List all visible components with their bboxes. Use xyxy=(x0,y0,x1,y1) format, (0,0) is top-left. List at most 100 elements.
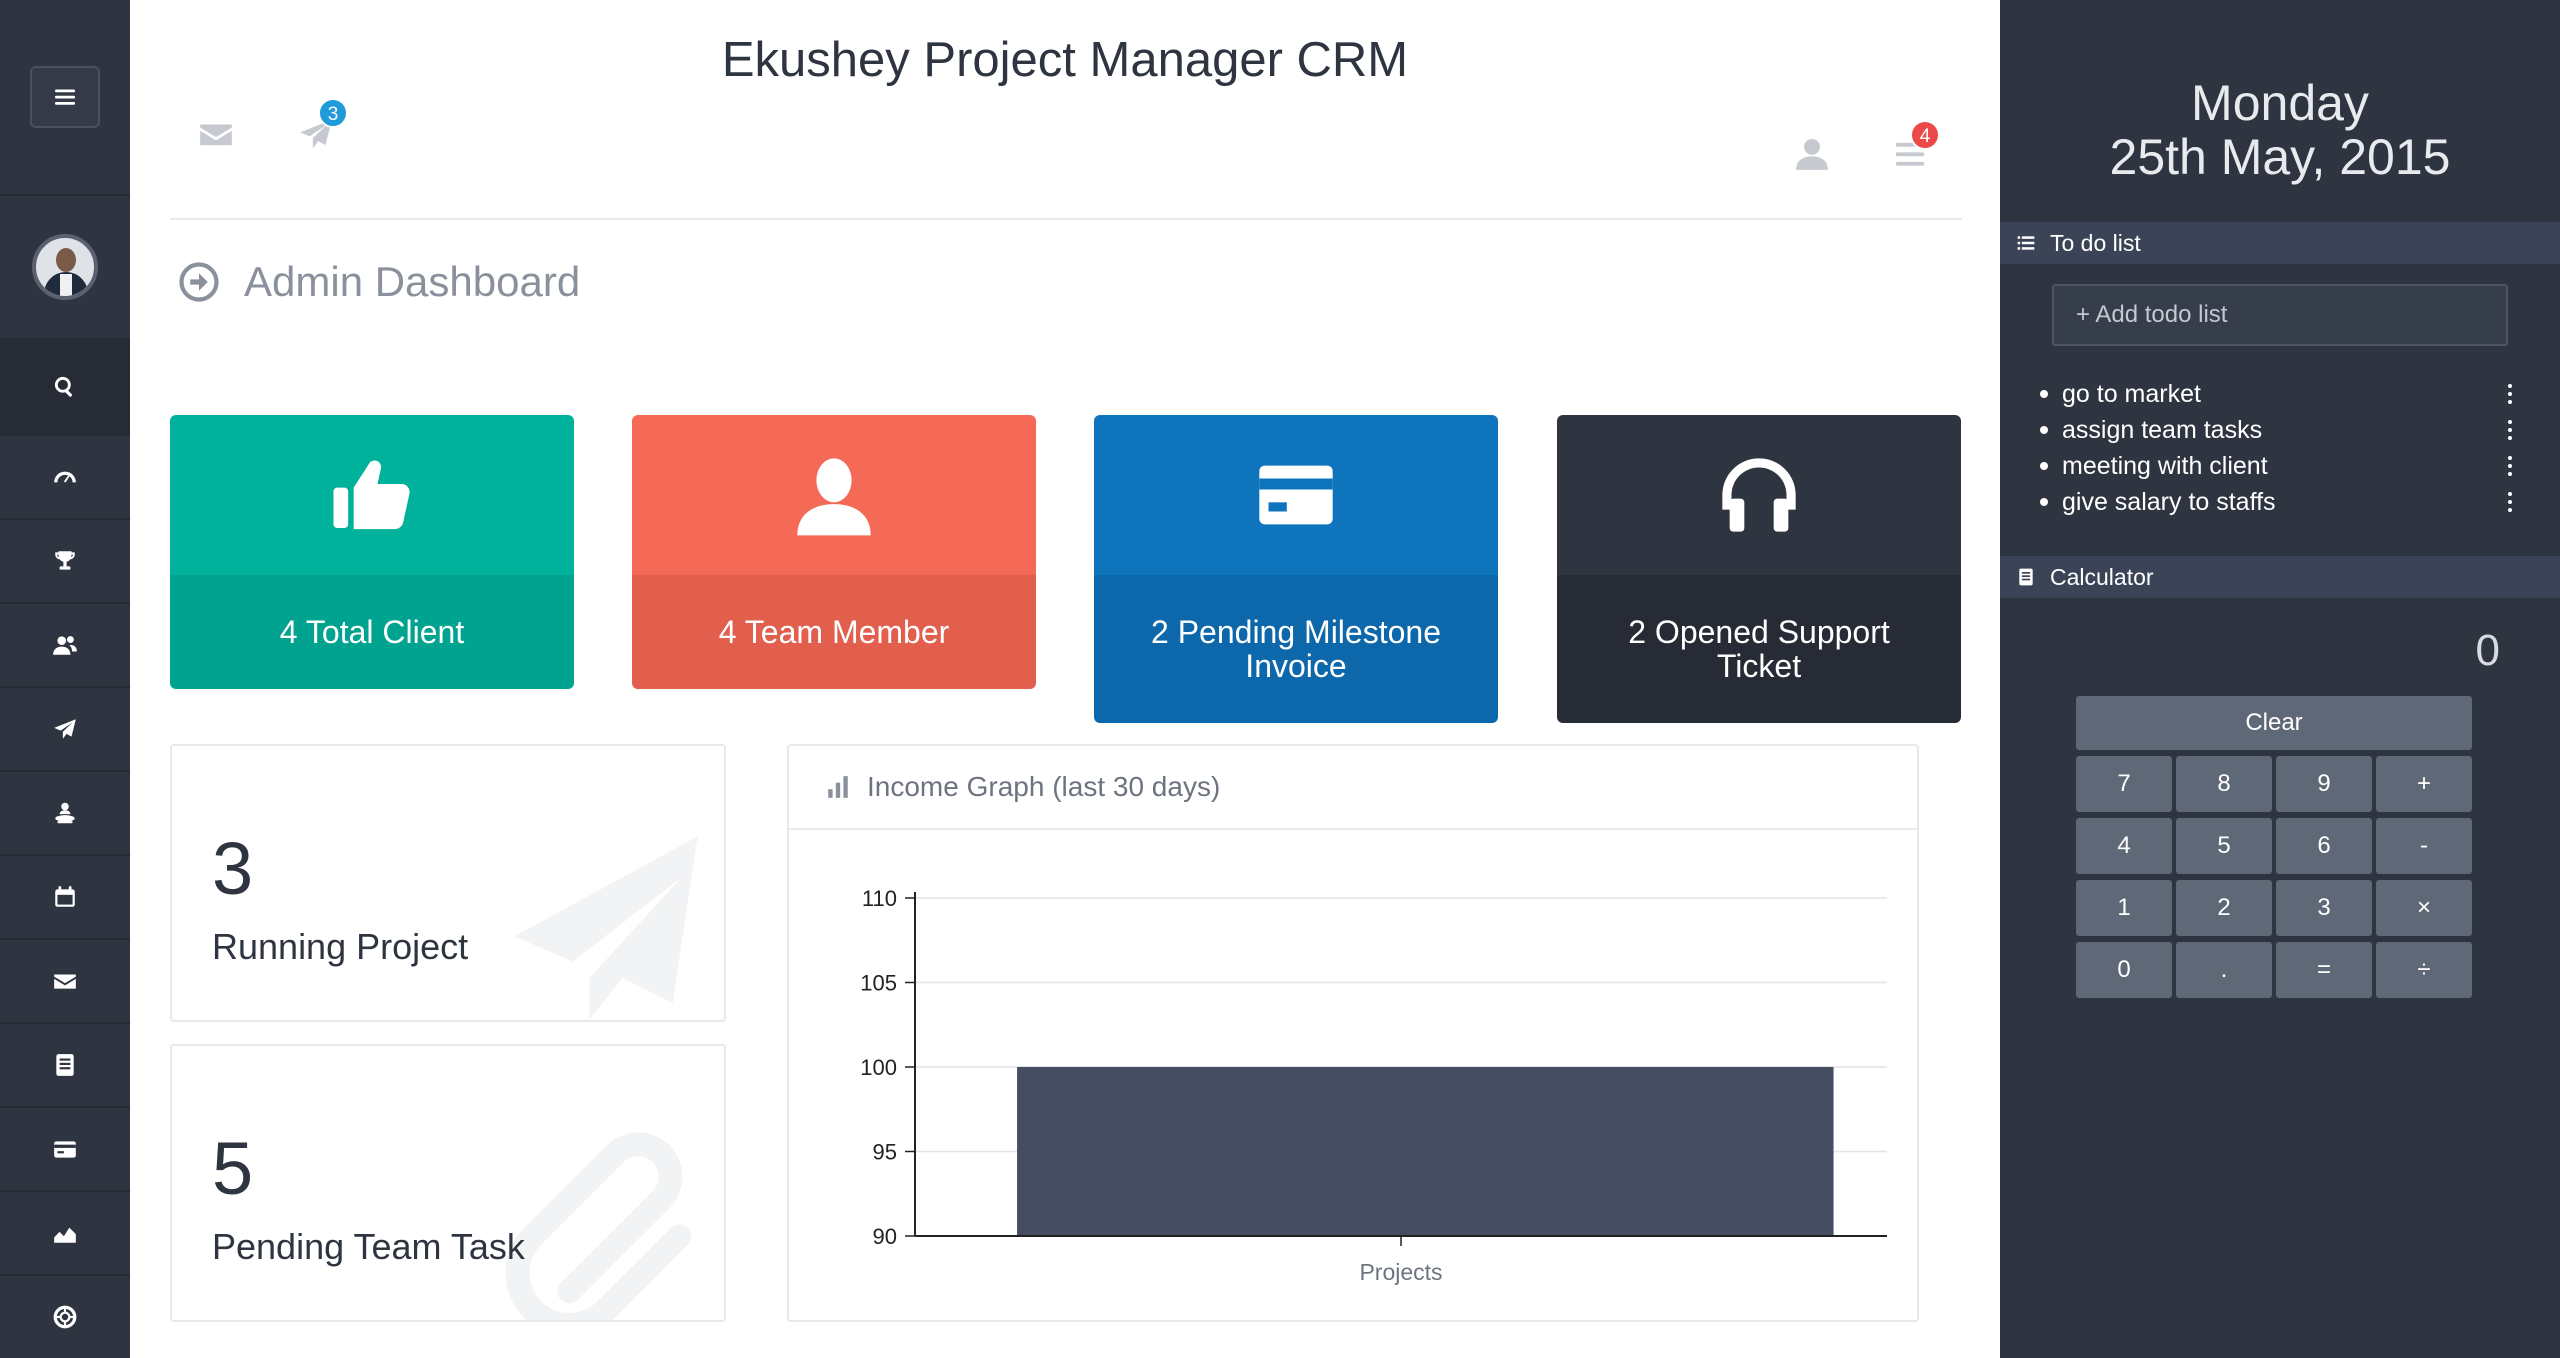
calculator-key-5[interactable]: 5 xyxy=(2176,818,2272,874)
stat-card-icon-area xyxy=(1094,415,1498,575)
credit-card-icon xyxy=(54,1141,76,1158)
todo-section-title: To do list xyxy=(2050,229,2141,256)
todo-section-header: To do list xyxy=(2000,222,2560,264)
calculator-key-decimal[interactable]: . xyxy=(2176,942,2272,998)
todo-item-options-icon[interactable] xyxy=(2500,454,2520,478)
calculator-key-plus[interactable]: + xyxy=(2376,756,2472,812)
mail-icon xyxy=(200,124,232,146)
income-chart: 90 95 100 105 110 Projects xyxy=(860,886,1887,1285)
paperclip-icon xyxy=(505,1132,692,1320)
stat-card-support-ticket[interactable]: 2 Opened Support Ticket xyxy=(1557,415,1961,723)
calculator-key-6[interactable]: 6 xyxy=(2276,818,2372,874)
sidebar-item-staff[interactable] xyxy=(0,772,130,856)
area-chart-icon xyxy=(54,1227,76,1243)
y-tick-label: 90 xyxy=(873,1224,897,1249)
trophy-icon xyxy=(55,551,75,570)
menu-list-button[interactable]: 4 xyxy=(1888,120,1940,176)
page-heading: Admin Dashboard xyxy=(178,258,580,306)
calculator-clear-button[interactable]: Clear xyxy=(2076,696,2472,750)
calculator-key-minus[interactable]: - xyxy=(2376,818,2472,874)
calculator-key-multiply[interactable]: × xyxy=(2376,880,2472,936)
avatar[interactable] xyxy=(32,234,98,300)
todo-item[interactable]: assign team tasks xyxy=(2040,412,2520,448)
calculator-key-0[interactable]: 0 xyxy=(2076,942,2172,998)
calculator-key-2[interactable]: 2 xyxy=(2176,880,2272,936)
calculator-key-divide[interactable]: ÷ xyxy=(2376,942,2472,998)
info-label: Running Project xyxy=(212,926,469,967)
info-box-running-project[interactable]: 3 Running Project xyxy=(170,744,726,1022)
sidebar-menu-row xyxy=(0,0,130,196)
user-icon xyxy=(797,458,871,536)
staff-icon xyxy=(55,802,75,824)
stat-card-total-client[interactable]: 4 Total Client xyxy=(170,415,574,689)
bullet xyxy=(2040,390,2048,398)
stat-card-pending-milestone[interactable]: 2 Pending Milestone Invoice xyxy=(1094,415,1498,723)
calculator-key-9[interactable]: 9 xyxy=(2276,756,2372,812)
calculator-key-equals[interactable]: = xyxy=(2276,942,2372,998)
y-tick-label: 110 xyxy=(862,886,897,911)
stat-card-team-member[interactable]: 4 Team Member xyxy=(632,415,1036,689)
search-icon xyxy=(54,376,73,397)
notebook-icon xyxy=(56,1054,74,1076)
user-icon xyxy=(1796,138,1828,170)
income-graph-panel: Income Graph (last 30 days) 90 95 100 105 11… xyxy=(787,744,1919,1322)
todo-item-text: give salary to staffs xyxy=(2062,487,2276,516)
todo-item[interactable]: meeting with client xyxy=(2040,448,2520,484)
sidebar-item-messages[interactable] xyxy=(0,940,130,1024)
sidebar-item-awards[interactable] xyxy=(0,520,130,604)
calculator-key-3[interactable]: 3 xyxy=(2276,880,2372,936)
y-tick-label: 95 xyxy=(873,1140,897,1165)
todo-item[interactable]: give salary to staffs xyxy=(2040,484,2520,520)
sidebar-item-notes[interactable] xyxy=(0,1024,130,1108)
main-content: Ekushey Project Manager CRM 3 4 Admin Da… xyxy=(130,0,2000,1358)
stat-card-icon-area xyxy=(170,415,574,575)
profile-button[interactable] xyxy=(1790,132,1834,176)
credit-card-icon xyxy=(1259,465,1333,525)
calculator-key-7[interactable]: 7 xyxy=(2076,756,2172,812)
stat-card-label: 4 Team Member xyxy=(632,575,1036,689)
users-icon xyxy=(53,636,77,655)
calculator-section-header: Calculator xyxy=(2000,556,2560,598)
calculator-section-title: Calculator xyxy=(2050,563,2154,590)
notifications-button[interactable]: 3 xyxy=(294,98,348,156)
todo-item-options-icon[interactable] xyxy=(2500,418,2520,442)
paper-plane-icon xyxy=(300,119,332,149)
income-graph-title: Income Graph (last 30 days) xyxy=(867,771,1221,802)
calculator-key-1[interactable]: 1 xyxy=(2076,880,2172,936)
messages-button[interactable] xyxy=(194,112,238,156)
app-title: Ekushey Project Manager CRM xyxy=(721,33,1409,87)
sidebar-item-search[interactable] xyxy=(0,340,130,436)
sidebar-profile-row xyxy=(0,196,130,340)
menu-badge: 4 xyxy=(1910,120,1940,150)
todo-item[interactable]: go to market xyxy=(2040,376,2520,412)
sidebar-item-support[interactable] xyxy=(0,1276,130,1358)
sidebar-item-payments[interactable] xyxy=(0,1108,130,1192)
sidebar-item-projects[interactable] xyxy=(0,688,130,772)
stat-card-icon-area xyxy=(1557,415,1961,575)
info-label: Pending Team Task xyxy=(212,1226,525,1267)
sidebar-item-reports[interactable] xyxy=(0,1192,130,1276)
current-date: 25th May, 2015 xyxy=(2109,129,2451,185)
notebook-icon xyxy=(2019,568,2033,586)
todo-item-options-icon[interactable] xyxy=(2500,382,2520,406)
sidebar-item-clients[interactable] xyxy=(0,604,130,688)
calculator-key-4[interactable]: 4 xyxy=(2076,818,2172,874)
circle-arrow-right-icon xyxy=(179,262,219,302)
list-icon xyxy=(2017,236,2035,250)
menu-toggle-button[interactable] xyxy=(30,66,100,128)
todo-item-text: go to market xyxy=(2062,379,2201,408)
stat-card-icon-area xyxy=(632,415,1036,575)
notifications-badge: 3 xyxy=(318,98,348,128)
calculator-key-8[interactable]: 8 xyxy=(2176,756,2272,812)
todo-item-options-icon[interactable] xyxy=(2500,490,2520,514)
sidebar-item-dashboard[interactable] xyxy=(0,436,130,520)
lifebuoy-icon xyxy=(53,1305,77,1329)
info-box-pending-team-task[interactable]: 5 Pending Team Task xyxy=(170,1044,726,1322)
bullet xyxy=(2040,462,2048,470)
paper-plane-icon xyxy=(54,719,76,739)
right-panel: Monday 25th May, 2015 To do list go to m… xyxy=(2000,0,2560,1358)
todo-item-text: meeting with client xyxy=(2062,451,2268,480)
sidebar-item-calendar[interactable] xyxy=(0,856,130,940)
add-todo-input[interactable] xyxy=(2052,284,2508,346)
